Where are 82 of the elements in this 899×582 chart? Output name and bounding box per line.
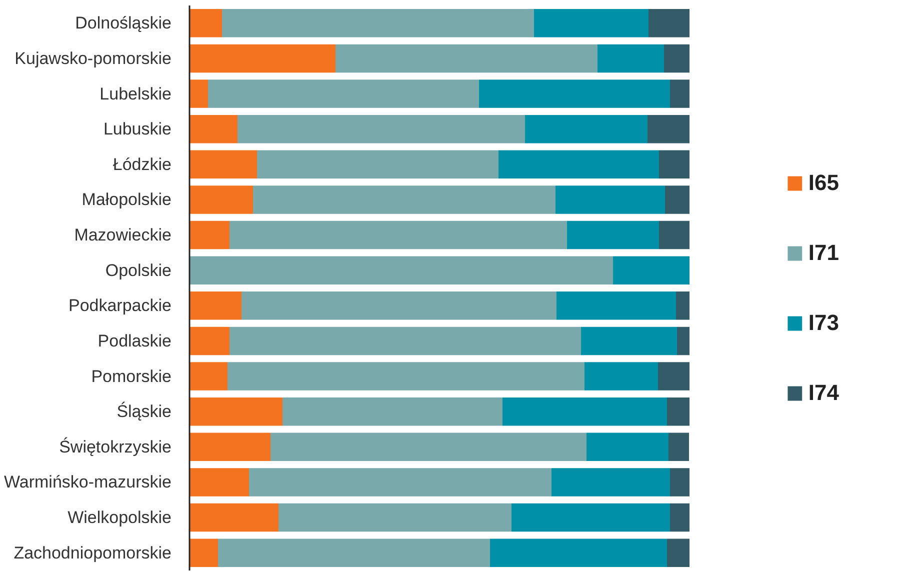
bar <box>670 503 690 532</box>
bar <box>581 326 677 356</box>
bar <box>584 362 658 390</box>
bar <box>190 468 249 496</box>
bar <box>190 256 613 284</box>
bar <box>249 468 552 496</box>
bar <box>253 186 556 214</box>
bar <box>242 292 556 320</box>
bar <box>556 186 665 214</box>
bar <box>598 44 664 73</box>
y-tick-label: Śląskie <box>116 401 172 422</box>
bar <box>190 220 230 250</box>
y-tick-label: Lubuskie <box>103 120 172 139</box>
bar <box>190 326 230 356</box>
bar <box>190 503 278 532</box>
bar <box>667 538 690 567</box>
bar <box>668 432 689 462</box>
y-tick-label: Lubelskie <box>100 84 172 104</box>
bar <box>512 503 670 532</box>
bar <box>648 114 690 144</box>
y-tick-label: Zachodniopomorskie <box>14 543 172 562</box>
legend-label: I73 <box>808 310 839 336</box>
bar <box>670 468 690 496</box>
bar <box>665 186 690 214</box>
bar <box>670 80 690 108</box>
bar <box>556 292 676 320</box>
bar <box>230 326 581 356</box>
y-tick-label: Dolnośląskie <box>75 14 172 33</box>
bar <box>502 397 667 426</box>
bar <box>278 503 512 532</box>
bar <box>490 538 667 567</box>
bar <box>613 256 690 284</box>
bar <box>552 468 670 496</box>
bar <box>525 114 648 144</box>
bar <box>658 362 690 390</box>
y-tick-label: Łódzkie <box>112 154 172 174</box>
y-tick-label: Podlaskie <box>98 331 172 350</box>
bar <box>676 292 690 320</box>
bar <box>190 397 282 426</box>
bar <box>534 9 648 38</box>
bar <box>190 432 270 462</box>
bar <box>498 150 659 179</box>
bar <box>190 186 253 214</box>
bar <box>228 362 584 390</box>
y-tick-label: Mazowieckie <box>74 226 172 245</box>
bar <box>190 150 257 179</box>
bar <box>667 397 690 426</box>
bar <box>190 538 218 567</box>
bar <box>567 220 659 250</box>
bar <box>208 80 479 108</box>
y-tick-label: Małopolskie <box>82 190 172 210</box>
legend-label: I74 <box>808 380 839 406</box>
y-tick-label: Warmińsko-mazurskie <box>4 472 172 492</box>
bar <box>190 292 242 320</box>
bar <box>257 150 498 179</box>
y-tick-label: Pomorskie <box>91 366 172 386</box>
bar <box>282 397 502 426</box>
y-tick-label: Opolskie <box>105 260 172 280</box>
bar <box>222 9 534 38</box>
bar <box>190 80 208 108</box>
bar <box>659 220 690 250</box>
bar <box>218 538 490 567</box>
bar <box>586 432 668 462</box>
bar <box>238 114 525 144</box>
bar <box>190 114 238 144</box>
bar <box>664 44 690 73</box>
legend-label: I71 <box>808 240 839 266</box>
bar <box>479 80 670 108</box>
bar <box>270 432 586 462</box>
y-tick-label: Kujawsko-pomorskie <box>14 48 172 68</box>
legend-label: I65 <box>808 170 839 196</box>
bar <box>659 150 690 179</box>
bar <box>230 220 567 250</box>
bar <box>190 9 222 38</box>
bar <box>677 326 690 356</box>
y-tick-label: Wielkopolskie <box>68 508 172 528</box>
bar <box>648 9 690 38</box>
y-tick-label: Świętokrzyskie <box>59 436 172 456</box>
bar <box>190 362 228 390</box>
bar <box>336 44 598 73</box>
y-tick-label: Podkarpackie <box>68 296 172 316</box>
bar <box>190 44 336 73</box>
